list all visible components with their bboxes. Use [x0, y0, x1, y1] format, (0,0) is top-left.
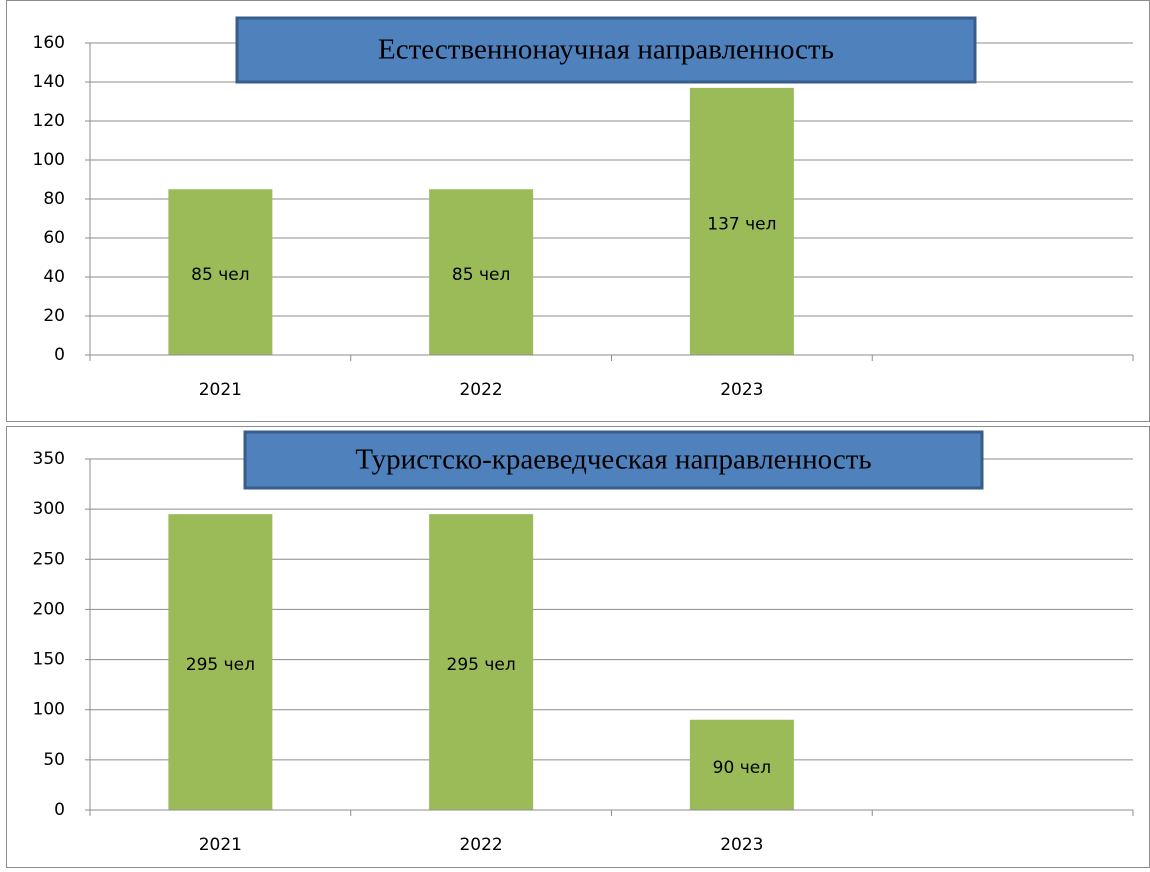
y-tick-label: 160	[33, 33, 65, 53]
x-tick-label: 2021	[199, 835, 242, 855]
data-label: 85 чел	[452, 265, 510, 285]
data-label: 295 чел	[186, 655, 255, 675]
data-label: 90 чел	[713, 758, 771, 778]
y-tick-label: 80	[43, 189, 65, 209]
y-tick-label: 350	[33, 449, 65, 469]
x-tick-label: 2022	[459, 835, 502, 855]
y-tick-label: 100	[33, 700, 65, 720]
x-tick-label: 2023	[720, 835, 763, 855]
title-box	[243, 430, 984, 490]
y-tick-label: 0	[54, 800, 65, 820]
y-tick-label: 200	[33, 599, 65, 619]
y-tick-label: 50	[43, 750, 65, 770]
data-label: 137 чел	[707, 214, 776, 234]
chart-title: Естественнонаучная направленность	[378, 34, 834, 66]
bar	[429, 514, 534, 810]
title-box	[235, 16, 977, 84]
y-tick-label: 300	[33, 499, 65, 519]
y-tick-label: 20	[43, 306, 65, 326]
chart-title: Туристско-краеведческая направленность	[355, 444, 871, 476]
y-tick-label: 100	[33, 150, 65, 170]
bar	[689, 719, 794, 810]
y-tick-label: 120	[33, 111, 65, 131]
y-tick-label: 140	[33, 72, 65, 92]
x-tick-label: 2022	[459, 380, 502, 400]
bar	[689, 87, 794, 355]
y-tick-label: 60	[43, 228, 65, 248]
bar	[429, 189, 534, 355]
bar	[168, 514, 273, 810]
y-tick-label: 150	[33, 650, 65, 670]
x-tick-label: 2023	[720, 380, 763, 400]
bar	[168, 189, 273, 355]
y-tick-label: 250	[33, 549, 65, 569]
data-label: 85 чел	[191, 265, 249, 285]
y-tick-label: 40	[43, 267, 65, 287]
data-label: 295 чел	[447, 655, 516, 675]
y-tick-label: 0	[54, 345, 65, 365]
x-tick-label: 2021	[199, 380, 242, 400]
